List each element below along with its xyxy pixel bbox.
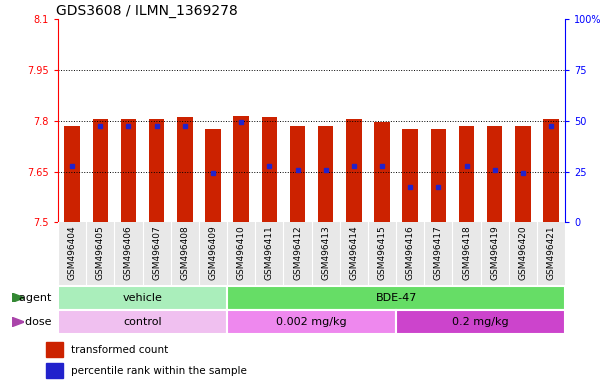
Bar xyxy=(318,126,334,222)
Text: GSM496420: GSM496420 xyxy=(518,225,527,280)
Polygon shape xyxy=(12,293,24,303)
Text: GSM496417: GSM496417 xyxy=(434,225,443,280)
Bar xyxy=(58,310,227,334)
Bar xyxy=(487,126,502,222)
Bar xyxy=(64,126,80,222)
Bar xyxy=(149,119,164,222)
Text: percentile rank within the sample: percentile rank within the sample xyxy=(71,366,247,376)
Bar xyxy=(46,342,63,357)
Bar xyxy=(121,119,136,222)
Text: GSM496406: GSM496406 xyxy=(124,225,133,280)
Text: GSM496409: GSM496409 xyxy=(208,225,218,280)
Text: GSM496412: GSM496412 xyxy=(293,225,302,280)
Bar xyxy=(227,310,396,334)
Text: GSM496421: GSM496421 xyxy=(547,225,555,280)
Text: GSM496418: GSM496418 xyxy=(462,225,471,280)
Text: agent: agent xyxy=(19,293,55,303)
Bar xyxy=(92,119,108,222)
Text: GSM496415: GSM496415 xyxy=(378,225,387,280)
Bar xyxy=(233,116,249,222)
Bar xyxy=(543,119,559,222)
Text: transformed count: transformed count xyxy=(71,345,169,355)
Text: GSM496411: GSM496411 xyxy=(265,225,274,280)
Text: GSM496405: GSM496405 xyxy=(96,225,105,280)
Bar xyxy=(290,126,306,222)
Bar xyxy=(227,286,565,310)
Bar xyxy=(177,118,192,222)
Text: 0.002 mg/kg: 0.002 mg/kg xyxy=(276,317,347,327)
Polygon shape xyxy=(12,317,24,326)
Bar xyxy=(262,118,277,222)
Bar xyxy=(205,129,221,222)
Text: vehicle: vehicle xyxy=(123,293,163,303)
Bar xyxy=(459,126,474,222)
Text: GSM496408: GSM496408 xyxy=(180,225,189,280)
Text: GDS3608 / ILMN_1369278: GDS3608 / ILMN_1369278 xyxy=(56,4,237,18)
Bar xyxy=(396,310,565,334)
Text: GSM496419: GSM496419 xyxy=(490,225,499,280)
Text: GSM496407: GSM496407 xyxy=(152,225,161,280)
Text: BDE-47: BDE-47 xyxy=(375,293,417,303)
Text: 0.2 mg/kg: 0.2 mg/kg xyxy=(452,317,509,327)
Bar xyxy=(431,129,446,222)
Bar xyxy=(375,122,390,222)
Text: GSM496404: GSM496404 xyxy=(68,225,76,280)
Text: GSM496410: GSM496410 xyxy=(236,225,246,280)
Bar xyxy=(58,286,227,310)
Bar xyxy=(346,119,362,222)
Text: GSM496413: GSM496413 xyxy=(321,225,330,280)
Bar xyxy=(403,129,418,222)
Text: control: control xyxy=(123,317,162,327)
Text: GSM496416: GSM496416 xyxy=(406,225,415,280)
Bar xyxy=(46,363,63,378)
Text: GSM496414: GSM496414 xyxy=(349,225,359,280)
Bar xyxy=(515,126,531,222)
Text: dose: dose xyxy=(25,317,55,327)
